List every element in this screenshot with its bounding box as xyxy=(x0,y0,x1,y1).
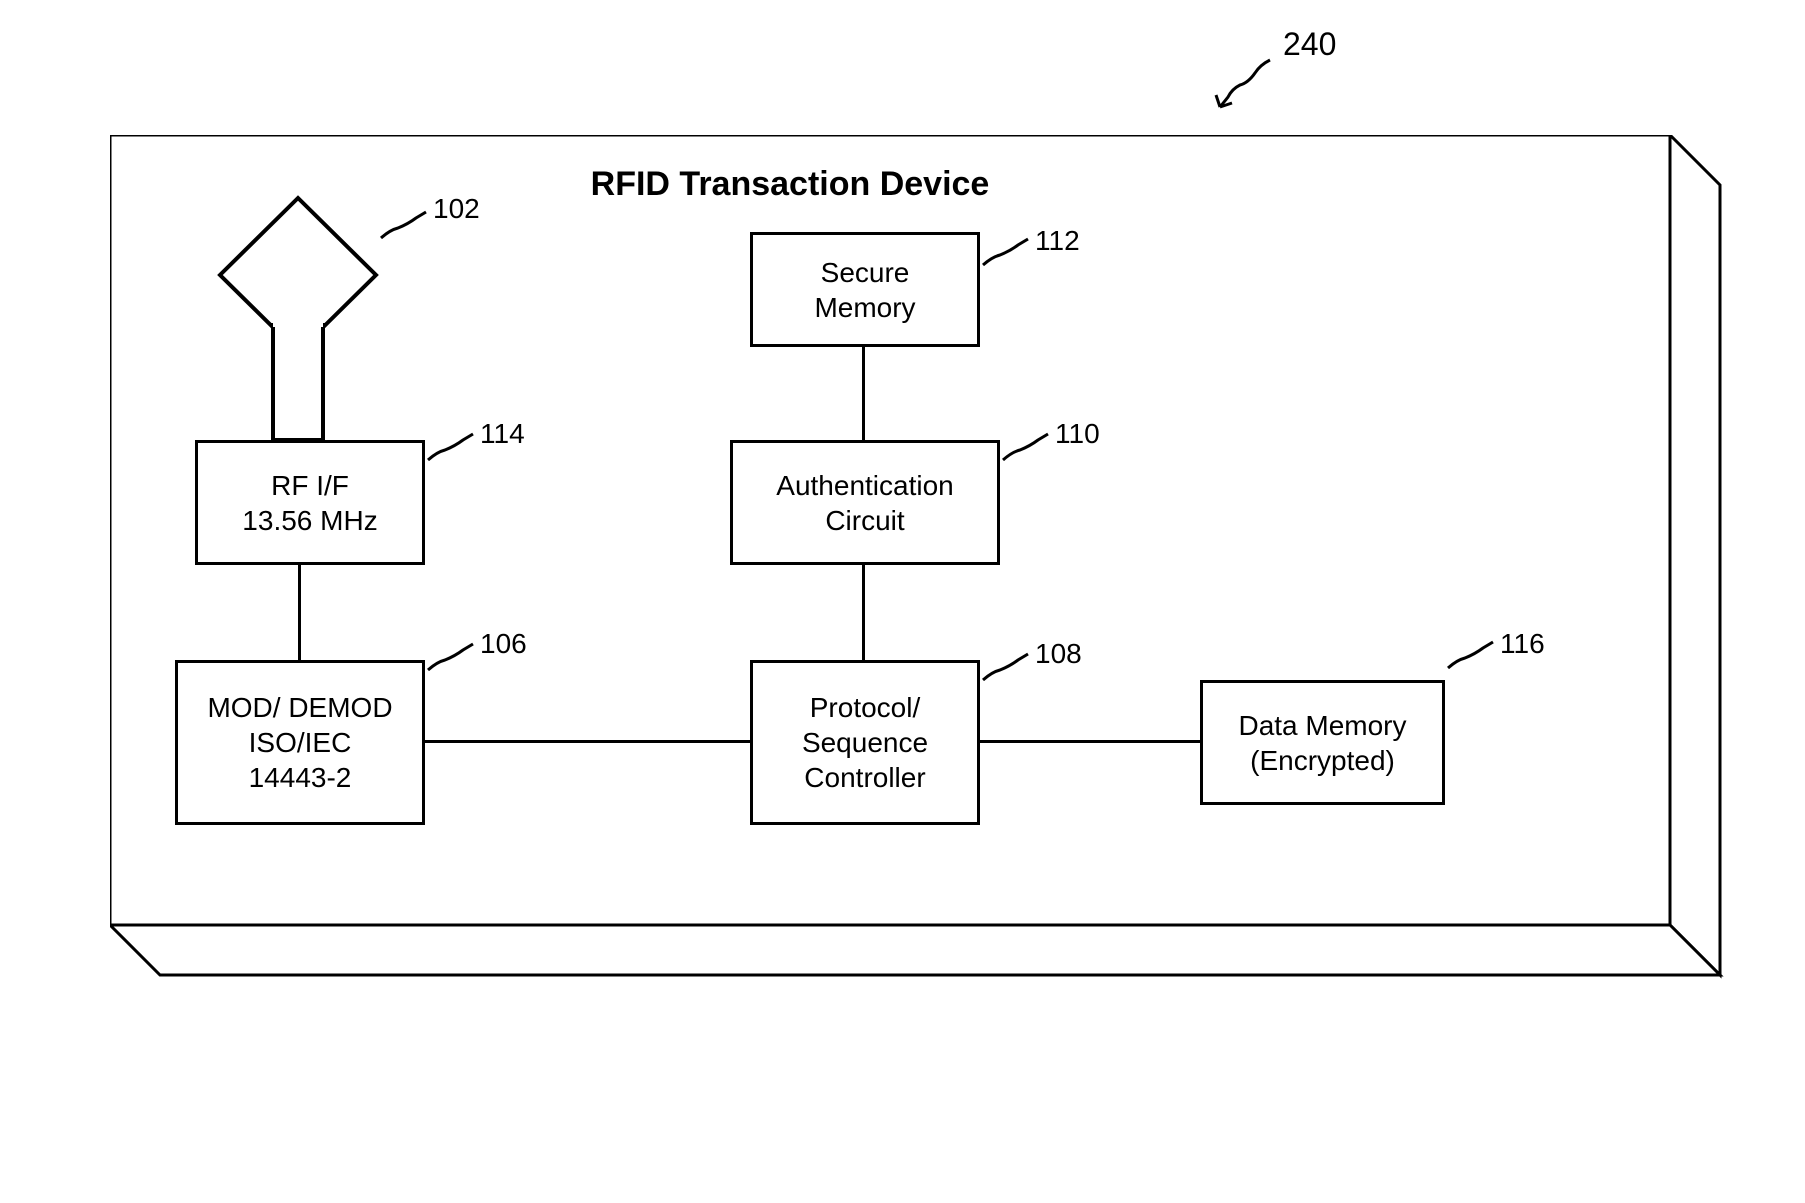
node-secmem-line2: Memory xyxy=(814,290,915,325)
ref-110: 110 xyxy=(1055,418,1100,450)
antenna-symbol-overlay xyxy=(198,195,398,443)
node-protseq-line3: Controller xyxy=(804,760,925,795)
node-auth: Authentication Circuit xyxy=(730,440,1000,565)
edge-auth-protseq xyxy=(862,565,865,660)
ref-106: 106 xyxy=(480,628,527,660)
node-moddemod-line3: 14443-2 xyxy=(249,760,352,795)
node-protseq-line1: Protocol/ xyxy=(810,690,921,725)
ref-114-leader xyxy=(425,430,480,468)
ref-106-leader xyxy=(425,640,480,678)
ref-102: 102 xyxy=(433,193,480,225)
ref-102-leader xyxy=(378,208,433,246)
diagram-canvas: 240 RFID Transaction Device xyxy=(0,0,1805,1203)
ref-114: 114 xyxy=(480,418,525,450)
node-protseq-line2: Sequence xyxy=(802,725,928,760)
node-protseq: Protocol/ Sequence Controller xyxy=(750,660,980,825)
figure-reference: 240 xyxy=(1283,26,1336,63)
edge-rfif-moddemod xyxy=(298,565,301,660)
ref-108: 108 xyxy=(1035,638,1082,670)
edge-secmem-auth xyxy=(862,347,865,440)
node-rfif-line2: 13.56 MHz xyxy=(242,503,377,538)
node-secmem-line1: Secure xyxy=(821,255,910,290)
node-datamem-line1: Data Memory xyxy=(1238,708,1406,743)
ref-116: 116 xyxy=(1500,628,1545,660)
node-secmem: Secure Memory xyxy=(750,232,980,347)
node-rfif-line1: RF I/F xyxy=(271,468,349,503)
node-moddemod: MOD/ DEMOD ISO/IEC 14443-2 xyxy=(175,660,425,825)
edge-protseq-datamem xyxy=(980,740,1200,743)
node-rfif: RF I/F 13.56 MHz xyxy=(195,440,425,565)
edge-moddemod-protseq xyxy=(425,740,750,743)
ref-112: 112 xyxy=(1035,225,1080,257)
ref-108-leader xyxy=(980,650,1035,688)
figure-reference-arrow xyxy=(1210,55,1280,115)
node-datamem-line2: (Encrypted) xyxy=(1250,743,1395,778)
node-datamem: Data Memory (Encrypted) xyxy=(1200,680,1445,805)
node-moddemod-line1: MOD/ DEMOD xyxy=(207,690,392,725)
node-auth-line1: Authentication xyxy=(776,468,953,503)
ref-110-leader xyxy=(1000,430,1055,468)
diagram-title: RFID Transaction Device xyxy=(540,165,1040,204)
ref-112-leader xyxy=(980,235,1035,273)
node-moddemod-line2: ISO/IEC xyxy=(249,725,352,760)
node-auth-line2: Circuit xyxy=(825,503,904,538)
ref-116-leader xyxy=(1445,638,1500,676)
